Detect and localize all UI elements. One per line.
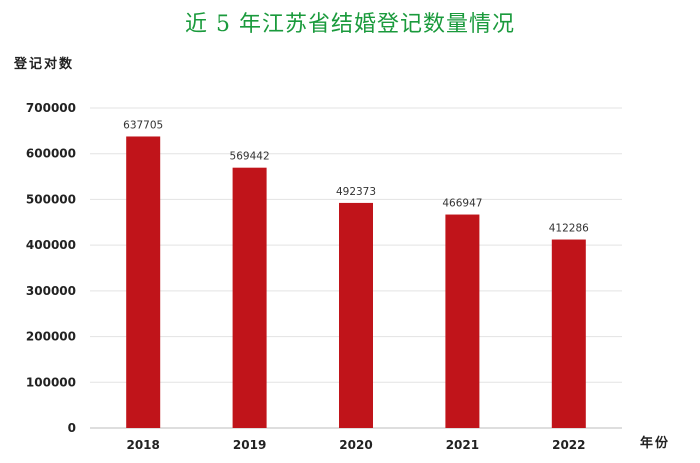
chart-title: 近 5 年江苏省结婚登记数量情况	[185, 12, 515, 37]
x-tick-label-2020: 2020	[339, 438, 372, 452]
y-tick-label: 700000	[26, 101, 76, 115]
data-label-2020: 492373	[336, 186, 376, 198]
y-axis-ticks: 0 100000 200000 300000 400000 500000 600000 700…	[26, 101, 76, 435]
data-label-2018: 637705	[123, 119, 163, 131]
bar-2022	[551, 239, 586, 428]
y-tick-label: 400000	[26, 238, 76, 252]
bar-2019	[232, 167, 267, 428]
x-axis-ticks: 2018 2019 2020 2021 2022	[126, 438, 585, 452]
y-tick-label: 200000	[26, 330, 76, 344]
data-label-2019: 569442	[230, 151, 270, 163]
y-axis-label: 登记对数	[14, 57, 75, 72]
bars	[126, 136, 586, 428]
x-tick-label-2021: 2021	[446, 438, 479, 452]
y-tick-label: 100000	[26, 375, 76, 389]
data-label-2021: 466947	[442, 198, 482, 210]
bar-2021	[445, 214, 480, 428]
y-tick-label: 500000	[26, 192, 76, 206]
x-tick-label-2022: 2022	[552, 438, 585, 452]
data-labels: 637705 569442 492373 466947 412286	[123, 119, 589, 234]
y-tick-label: 300000	[26, 284, 76, 298]
x-axis-label: 年份	[640, 436, 671, 451]
bar-2020	[339, 202, 373, 428]
x-tick-label-2018: 2018	[126, 438, 159, 452]
x-tick-label-2019: 2019	[233, 438, 266, 452]
y-tick-label: 600000	[26, 147, 76, 161]
data-label-2022: 412286	[549, 223, 589, 235]
y-tick-label: 0	[68, 421, 76, 435]
bar-2018	[126, 136, 161, 428]
